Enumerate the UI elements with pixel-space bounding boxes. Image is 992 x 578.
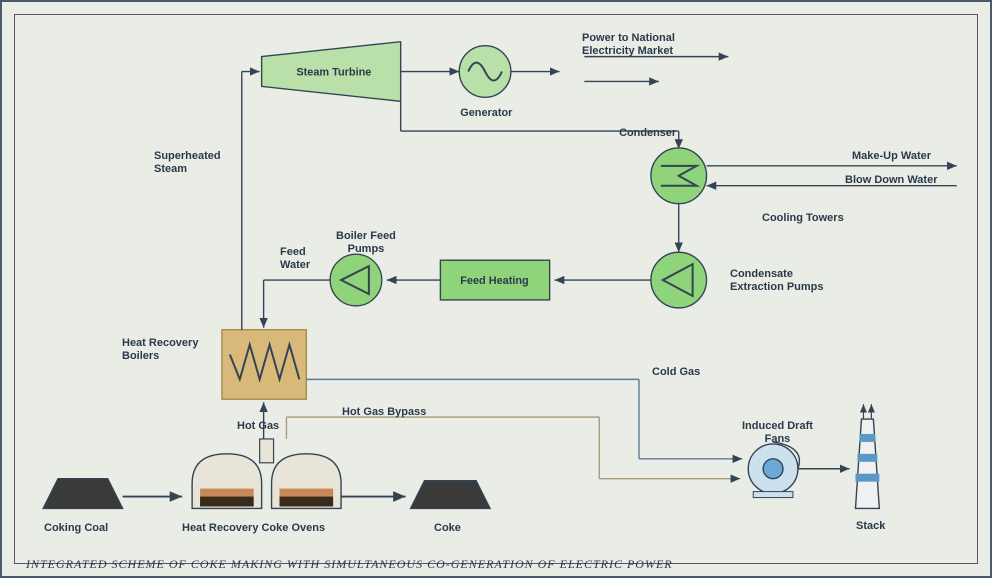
stack-label: Stack: [856, 520, 885, 533]
feed-water-label: Feed Water: [280, 246, 310, 272]
coke-ovens-label: Heat Recovery Coke Ovens: [182, 522, 325, 535]
feed-heating-label: Feed Heating: [460, 275, 528, 287]
boiler-feed-pump: [330, 254, 382, 306]
cold-gas-label: Cold Gas: [652, 366, 700, 379]
stack: [855, 404, 879, 508]
cooling-towers-label: Cooling Towers: [762, 212, 844, 225]
condenser-label: Condenser: [619, 127, 677, 139]
superheated-label: Superheated Steam: [154, 150, 221, 176]
flow-diagram: Steam Turbine Generator Condenser Feed: [2, 2, 990, 576]
coke-label: Coke: [434, 522, 461, 535]
fan-label: Induced Draft Fans: [742, 420, 813, 446]
power-out-label: Power to National Electricity Market: [582, 32, 675, 58]
blowdown-label: Blow Down Water: [845, 174, 937, 187]
boilers-label: Heat Recovery Boilers: [122, 337, 198, 363]
diagram-canvas: Steam Turbine Generator Condenser Feed: [0, 0, 992, 578]
makeup-label: Make-Up Water: [852, 150, 931, 163]
condensate-pump: [651, 252, 707, 308]
hot-gas-bypass-label: Hot Gas Bypass: [342, 406, 426, 419]
steam-turbine-label: Steam Turbine: [296, 66, 371, 78]
generator-label: Generator: [460, 107, 513, 119]
caption: INTEGRATED SCHEME OF COKE MAKING WITH SI…: [26, 557, 673, 572]
condensate-pump-label: Condensate Extraction Pumps: [730, 268, 824, 294]
coking-coal-label: Coking Coal: [44, 522, 108, 535]
coke-pile: [411, 481, 490, 509]
coking-coal: [43, 479, 122, 509]
boiler-feed-pump-label: Boiler Feed Pumps: [336, 230, 396, 256]
hot-gas-label: Hot Gas: [237, 420, 279, 433]
coke-ovens: [192, 439, 341, 509]
induced-draft-fan: [748, 442, 799, 498]
